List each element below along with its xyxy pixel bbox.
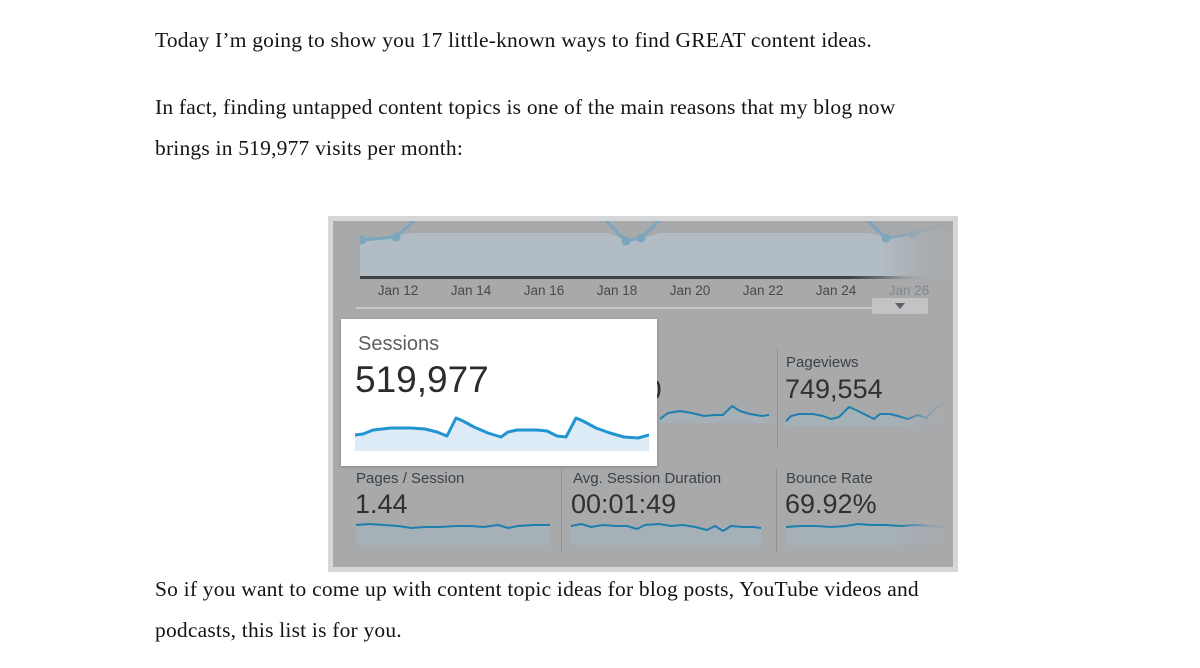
avg-session-duration-sparkline xyxy=(571,520,761,545)
bounce-rate-label: Bounce Rate xyxy=(786,470,873,487)
sessions-label: Sessions xyxy=(358,333,440,355)
sessions-sparkline xyxy=(355,414,649,454)
timeline-dropdown-button xyxy=(872,298,928,314)
analytics-screenshot-image: Jan 12 Jan 14 Jan 16 Jan 18 Jan 20 Jan 2… xyxy=(328,216,958,572)
timeline-tick: Jan 16 xyxy=(523,283,565,298)
sessions-value: 519,977 xyxy=(355,359,489,400)
pageviews-sparkline xyxy=(786,399,946,430)
pages-per-session-label: Pages / Session xyxy=(356,470,465,487)
pages-per-session-value: 1.44 xyxy=(355,489,408,519)
bounce-rate-value: 69.92% xyxy=(785,489,877,519)
paragraph-line: brings in 519,977 visits per month: xyxy=(155,136,463,160)
paragraph-line: So if you want to come up with content t… xyxy=(155,577,919,601)
metric-divider xyxy=(561,469,562,553)
pages-per-session-sparkline xyxy=(356,520,550,545)
pageviews-value: 749,554 xyxy=(785,374,883,404)
timeline-chart xyxy=(360,221,948,279)
paragraph-intro: Today I’m going to show you 17 little-kn… xyxy=(155,20,1035,61)
paragraph-line: In fact, finding untapped content topics… xyxy=(155,95,896,119)
avg-session-duration-label: Avg. Session Duration xyxy=(573,470,722,487)
paragraph-line: podcasts, this list is for you. xyxy=(155,618,402,642)
paragraph-traffic: In fact, finding untapped content topics… xyxy=(155,87,1035,169)
timeline-tick: Jan 24 xyxy=(815,283,857,298)
timeline-scrollbar xyxy=(356,307,873,309)
chevron-down-icon xyxy=(895,303,905,309)
timeline-tick: Jan 20 xyxy=(669,283,711,298)
hidden-metric-sparkline xyxy=(660,401,769,426)
timeline-tick: Jan 22 xyxy=(742,283,784,298)
paragraph-outro: So if you want to come up with content t… xyxy=(155,569,1035,651)
timeline-tick: Jan 12 xyxy=(377,283,419,298)
metric-divider xyxy=(777,348,778,449)
pageviews-label: Pageviews xyxy=(786,354,859,371)
timeline-tick: Jan 14 xyxy=(450,283,492,298)
avg-session-duration-value: 00:01:49 xyxy=(571,489,677,519)
timeline-axis xyxy=(360,276,935,279)
sessions-metric-card: Sessions 519,977 xyxy=(341,319,657,466)
timeline-tick: Jan 18 xyxy=(596,283,638,298)
bounce-rate-sparkline xyxy=(786,520,946,545)
metric-divider xyxy=(776,469,777,553)
paragraph-line: Today I’m going to show you 17 little-kn… xyxy=(155,28,872,52)
timeline-tick: Jan 26 xyxy=(888,283,930,298)
